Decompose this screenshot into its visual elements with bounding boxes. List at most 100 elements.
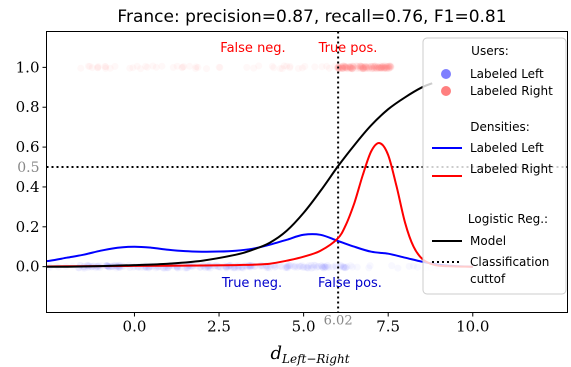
user-point-labeled-left [319, 263, 326, 271]
user-point-labeled-right [384, 62, 392, 70]
legend-box [422, 37, 567, 295]
user-point-labeled-right [194, 63, 202, 71]
user-point-labeled-left [230, 264, 238, 272]
user-point-labeled-right [387, 62, 395, 70]
user-point-labeled-left [307, 261, 315, 269]
user-point-labeled-right [371, 62, 379, 70]
x-tick-label: 10.0 [456, 318, 489, 336]
user-point-labeled-right [379, 62, 387, 70]
user-point-labeled-right [178, 64, 186, 72]
user-point-labeled-right [203, 65, 210, 73]
legend-label-cutoff-line1: Classification [470, 255, 549, 269]
user-point-labeled-right [343, 64, 351, 72]
x-tick-label: 7.5 [376, 318, 400, 336]
user-point-labeled-left [285, 261, 293, 269]
user-point-labeled-right [142, 62, 150, 70]
user-point-labeled-right [381, 62, 389, 70]
user-point-labeled-right [375, 64, 383, 72]
user-point-labeled-right [377, 63, 385, 71]
user-point-labeled-right [337, 63, 345, 70]
x-axis-label: dLeft−Right [270, 343, 349, 366]
legend-title-densities: Densities: [470, 120, 530, 134]
user-point-labeled-left [295, 262, 303, 270]
user-point-labeled-left [405, 262, 413, 270]
user-point-labeled-right [380, 65, 388, 73]
user-point-labeled-left [291, 262, 299, 270]
user-point-labeled-right [359, 65, 367, 73]
user-point-labeled-left [347, 262, 355, 270]
threshold-y-label: 0.5 [17, 160, 39, 176]
user-point-labeled-left [319, 263, 327, 271]
user-point-labeled-right [344, 65, 352, 73]
user-point-labeled-left [298, 261, 306, 269]
legend: Users: Labeled Left Labeled Right Densit… [422, 37, 567, 295]
user-point-labeled-right [357, 62, 365, 70]
x-tick-label: 2.5 [207, 318, 231, 336]
user-point-labeled-right [129, 64, 137, 72]
user-point-labeled-left [365, 264, 373, 272]
reference-lines [46, 31, 568, 313]
user-point-labeled-right [387, 63, 395, 71]
user-point-labeled-right [353, 62, 361, 70]
user-point-labeled-left [321, 263, 329, 271]
user-point-labeled-right [359, 64, 367, 72]
user-point-labeled-left [320, 262, 328, 270]
user-point-labeled-right [343, 62, 350, 70]
user-point-labeled-right [374, 63, 382, 70]
user-point-labeled-right [338, 64, 346, 72]
user-point-labeled-right [344, 63, 352, 71]
user-point-labeled-right [349, 64, 357, 72]
quadrant-label-false-pos: False pos. [318, 276, 382, 291]
user-point-labeled-left [342, 264, 350, 272]
x-tick-label: 0.0 [123, 318, 147, 336]
user-point-labeled-left [308, 264, 315, 272]
user-point-labeled-right [106, 64, 114, 72]
x-axis-label-main: d [270, 343, 282, 364]
user-point-labeled-left [329, 263, 337, 271]
user-point-labeled-right [368, 65, 376, 73]
user-point-labeled-right [378, 64, 386, 72]
user-point-labeled-left [271, 263, 279, 271]
user-point-labeled-right [339, 65, 347, 72]
user-point-labeled-right [339, 63, 347, 71]
user-point-labeled-right [385, 64, 393, 72]
user-point-labeled-right [126, 64, 134, 72]
user-point-labeled-right [383, 64, 391, 72]
user-point-labeled-right [380, 63, 388, 71]
user-point-labeled-left [278, 263, 286, 271]
user-point-labeled-right [354, 64, 362, 72]
y-tick-label: 1.0 [16, 58, 40, 76]
series-line-logistic-model [46, 82, 433, 268]
y-tick-label: 0.0 [16, 258, 40, 276]
user-point-labeled-right [374, 64, 382, 72]
user-point-labeled-right [268, 62, 276, 70]
user-point-labeled-right [323, 62, 331, 70]
user-point-labeled-right [370, 65, 378, 73]
user-point-labeled-right [373, 63, 381, 71]
user-point-labeled-right [358, 62, 365, 70]
user-point-labeled-right [368, 64, 376, 72]
user-point-labeled-right [347, 62, 355, 70]
user-point-labeled-right [356, 62, 364, 70]
user-point-labeled-right [368, 65, 376, 73]
user-point-labeled-right [371, 62, 379, 70]
user-point-labeled-left [388, 262, 396, 270]
user-point-labeled-left [309, 263, 317, 271]
user-point-labeled-right [343, 64, 351, 72]
user-point-labeled-left [303, 264, 310, 272]
user-point-labeled-left [297, 262, 305, 270]
user-point-labeled-right [370, 64, 378, 72]
user-point-labeled-left [304, 262, 312, 270]
user-point-labeled-right [381, 64, 389, 72]
user-point-labeled-right [342, 64, 350, 72]
user-point-labeled-right [381, 64, 389, 72]
legend-label-model: Model [470, 234, 506, 248]
user-point-labeled-left [322, 263, 330, 271]
user-point-labeled-right [339, 62, 347, 70]
user-point-labeled-right [169, 63, 177, 71]
user-point-labeled-right [357, 64, 365, 72]
user-point-labeled-right [378, 63, 386, 71]
user-point-labeled-right [386, 62, 394, 70]
threshold-x-label: 6.02 [324, 314, 353, 329]
user-point-labeled-right [377, 64, 384, 72]
